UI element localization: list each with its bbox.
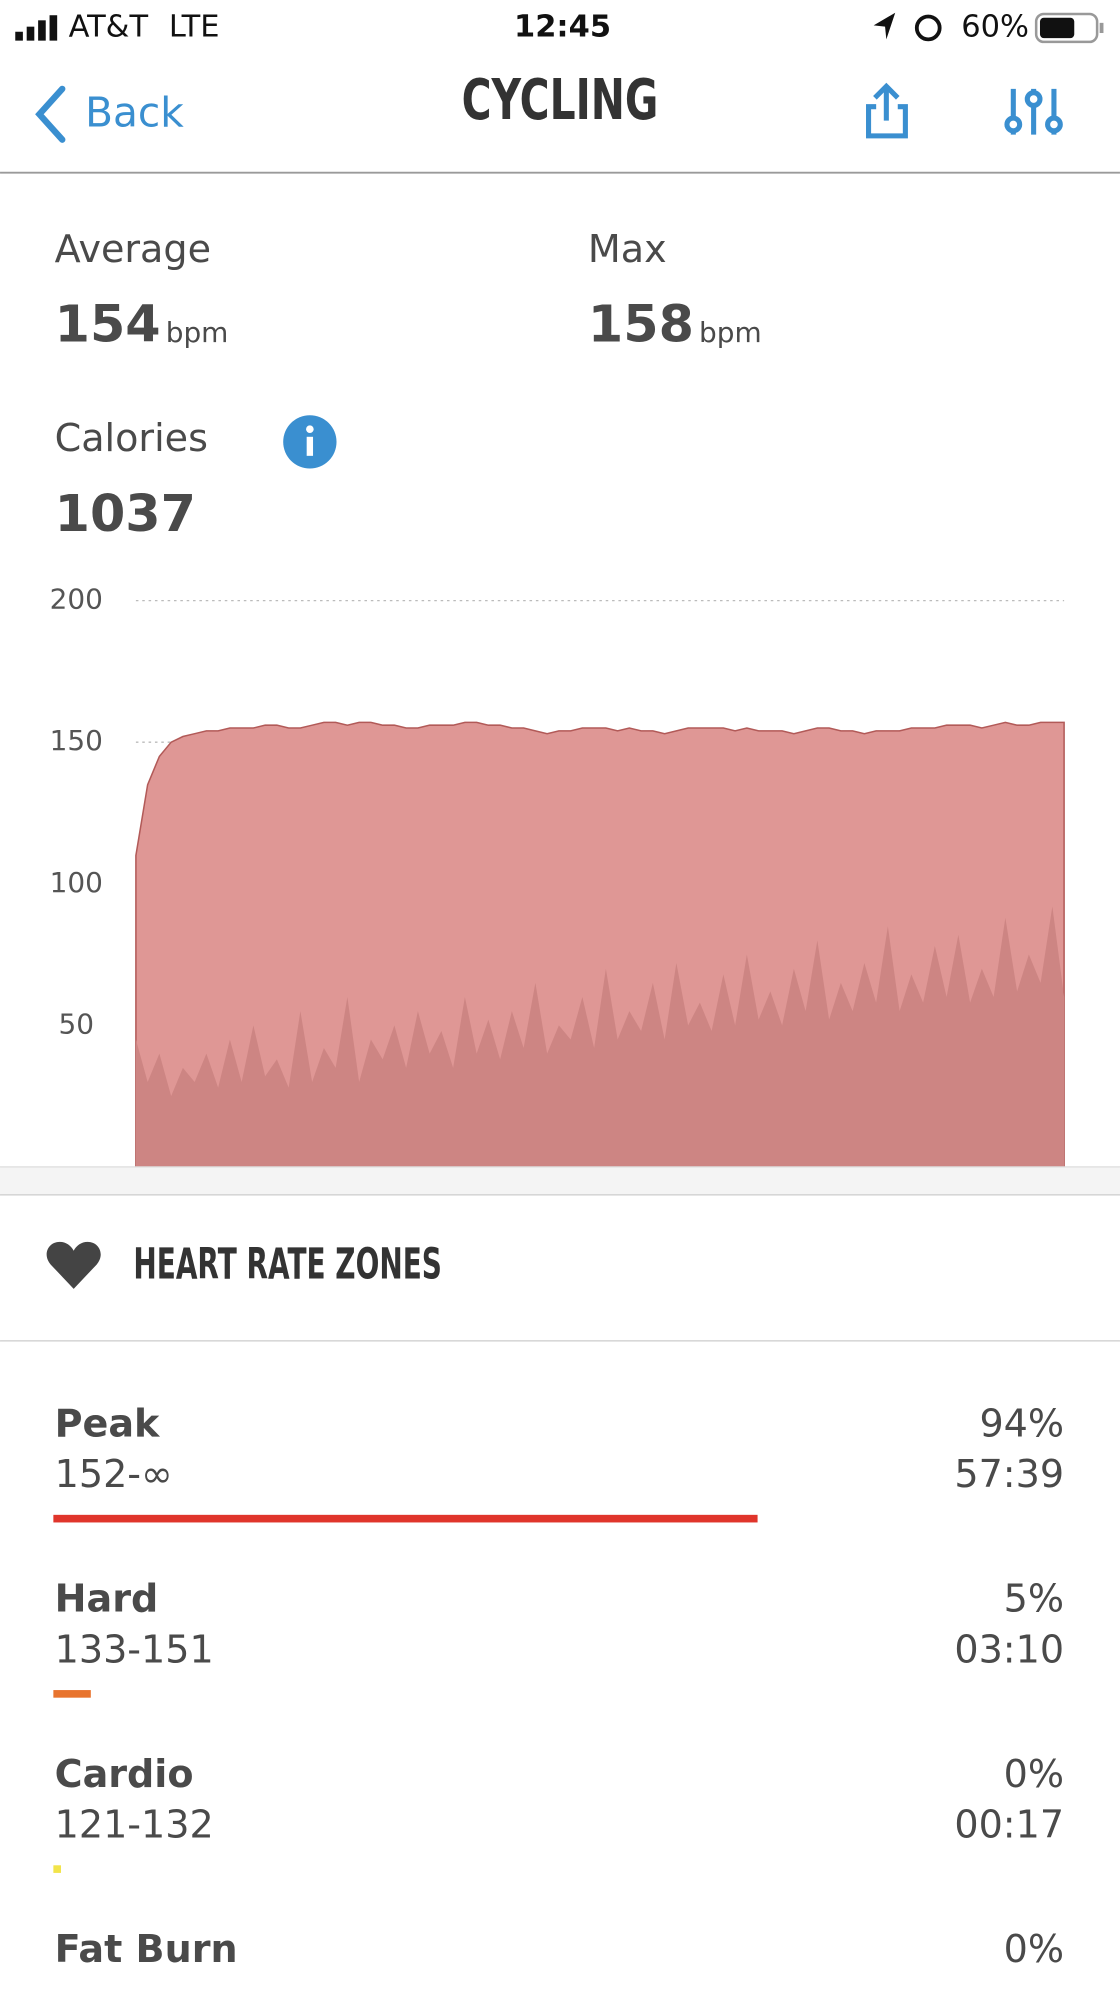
- signal: [15, 15, 58, 41]
- max-number: 158: [588, 295, 694, 354]
- alarm-icon: [914, 14, 942, 42]
- heart-icon: [46, 1241, 101, 1289]
- zones-title: HEART RATE ZONES: [133, 1240, 442, 1290]
- zone-range: 133-151: [55, 1627, 214, 1671]
- y-tick-label: 200: [50, 583, 103, 616]
- zones-list: Peak 94% 152-∞ 57:39 Hard 5% 133-151 03:10 Cardi…: [53, 1401, 1064, 1971]
- y-tick-label: 50: [58, 1007, 94, 1040]
- zone-time: 03:10: [954, 1627, 1064, 1671]
- zone-range: 152-∞: [55, 1452, 173, 1496]
- area: [135, 906, 1065, 1167]
- section-gap: [0, 1166, 1120, 1195]
- zone-percent: 5%: [1004, 1577, 1064, 1621]
- network: LTE: [169, 9, 220, 44]
- zone-name: Fat Burn: [55, 1927, 238, 1971]
- zone-percent: 0%: [1004, 1927, 1064, 1971]
- battery-text: 60%: [961, 9, 1029, 44]
- location-icon: [873, 12, 896, 40]
- back-button[interactable]: Back: [85, 89, 184, 137]
- zone-percent: 0%: [1004, 1752, 1064, 1796]
- info-button[interactable]: [283, 415, 337, 469]
- zone-bar: [53, 1690, 91, 1698]
- nav-title: CYCLING: [462, 68, 659, 133]
- zone-range: 121-132: [55, 1803, 214, 1847]
- zone-bar: [53, 1865, 61, 1873]
- max-value: 158 bpm: [588, 295, 762, 354]
- zone-time: 57:39: [954, 1452, 1064, 1496]
- zone-name: Peak: [55, 1401, 161, 1445]
- calories-value: 1037: [55, 484, 196, 543]
- average-label: Average: [55, 227, 211, 271]
- share-button[interactable]: [866, 82, 908, 139]
- zone-bar: [53, 1514, 758, 1523]
- zone-time: 00:17: [954, 1803, 1064, 1847]
- clock: 12:45: [514, 9, 611, 44]
- settings-button[interactable]: [1004, 88, 1063, 135]
- max-unit: bpm: [699, 316, 762, 349]
- carrier: AT&T: [69, 9, 149, 44]
- y-tick-label: 150: [50, 724, 103, 757]
- battery-icon: [1034, 12, 1104, 44]
- average-number: 154: [55, 295, 161, 354]
- zone-name: Cardio: [55, 1752, 194, 1796]
- heart-rate-chart: 200 150 100 50: [50, 583, 1065, 1168]
- max-label: Max: [588, 227, 667, 271]
- calories-label: Calories: [55, 416, 208, 460]
- back-chevron[interactable]: [35, 85, 66, 143]
- y-tick-label: 100: [50, 866, 103, 899]
- average-unit: bpm: [166, 316, 229, 349]
- zone-percent: 94%: [979, 1401, 1064, 1445]
- average-value: 154 bpm: [55, 295, 229, 354]
- zone-name: Hard: [55, 1577, 159, 1621]
